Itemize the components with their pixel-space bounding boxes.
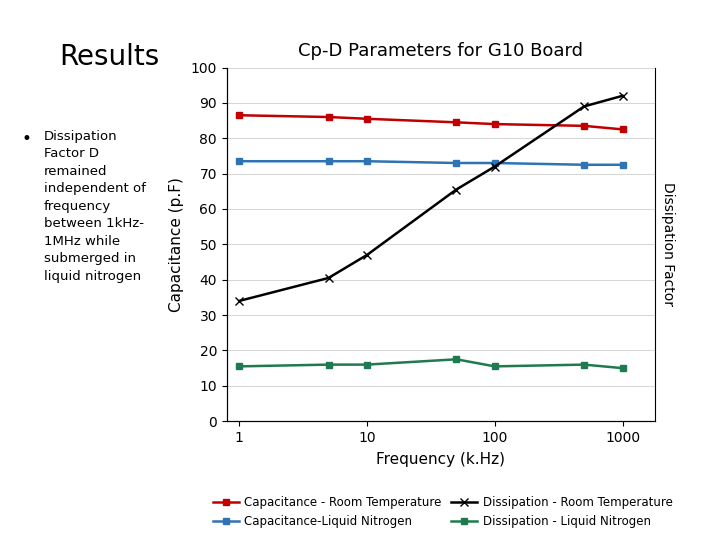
- Y-axis label: Capacitance (p.F): Capacitance (p.F): [168, 177, 184, 312]
- Dissipation - Room Temperature: [490, 163, 499, 170]
- Dissipation - Room Temperature: [324, 275, 333, 281]
- Capacitance - Room Temperature: [324, 114, 333, 120]
- Text: Results: Results: [60, 43, 160, 71]
- Line: Dissipation - Room Temperature: Dissipation - Room Temperature: [235, 92, 626, 305]
- Dissipation - Room Temperature: [363, 252, 372, 258]
- Capacitance - Room Temperature: [452, 119, 461, 126]
- Dissipation - Liquid Nitrogen: [452, 356, 461, 362]
- Capacitance - Room Temperature: [235, 112, 243, 118]
- Capacitance-Liquid Nitrogen: [235, 158, 243, 165]
- X-axis label: Frequency (k.Hz): Frequency (k.Hz): [377, 452, 505, 467]
- Line: Capacitance - Room Temperature: Capacitance - Room Temperature: [236, 112, 626, 132]
- Legend: Capacitance - Room Temperature, Capacitance-Liquid Nitrogen, Dissipation - Room : Capacitance - Room Temperature, Capacita…: [209, 492, 677, 531]
- Capacitance-Liquid Nitrogen: [490, 160, 499, 166]
- Capacitance-Liquid Nitrogen: [580, 161, 588, 168]
- Y-axis label: Dissipation Factor: Dissipation Factor: [661, 183, 675, 306]
- Capacitance - Room Temperature: [490, 121, 499, 127]
- Capacitance-Liquid Nitrogen: [452, 160, 461, 166]
- Capacitance-Liquid Nitrogen: [324, 158, 333, 165]
- Line: Capacitance-Liquid Nitrogen: Capacitance-Liquid Nitrogen: [236, 158, 626, 167]
- Dissipation - Liquid Nitrogen: [363, 361, 372, 368]
- Dissipation - Liquid Nitrogen: [490, 363, 499, 369]
- Dissipation - Liquid Nitrogen: [235, 363, 243, 369]
- Capacitance - Room Temperature: [363, 116, 372, 122]
- Title: Cp-D Parameters for G10 Board: Cp-D Parameters for G10 Board: [299, 42, 583, 60]
- Dissipation - Liquid Nitrogen: [618, 365, 627, 372]
- Dissipation - Liquid Nitrogen: [580, 361, 588, 368]
- Dissipation - Room Temperature: [618, 92, 627, 99]
- Capacitance - Room Temperature: [618, 126, 627, 133]
- Dissipation - Room Temperature: [452, 186, 461, 193]
- Capacitance-Liquid Nitrogen: [618, 161, 627, 168]
- Dissipation - Room Temperature: [235, 298, 243, 304]
- Dissipation - Liquid Nitrogen: [324, 361, 333, 368]
- Text: •: •: [22, 130, 32, 147]
- Text: Dissipation
Factor D
remained
independent of
frequency
between 1kHz-
1MHz while
: Dissipation Factor D remained independen…: [44, 130, 145, 282]
- Capacitance - Room Temperature: [580, 123, 588, 129]
- Capacitance-Liquid Nitrogen: [363, 158, 372, 165]
- Line: Dissipation - Liquid Nitrogen: Dissipation - Liquid Nitrogen: [236, 356, 626, 371]
- Dissipation - Room Temperature: [580, 103, 588, 110]
